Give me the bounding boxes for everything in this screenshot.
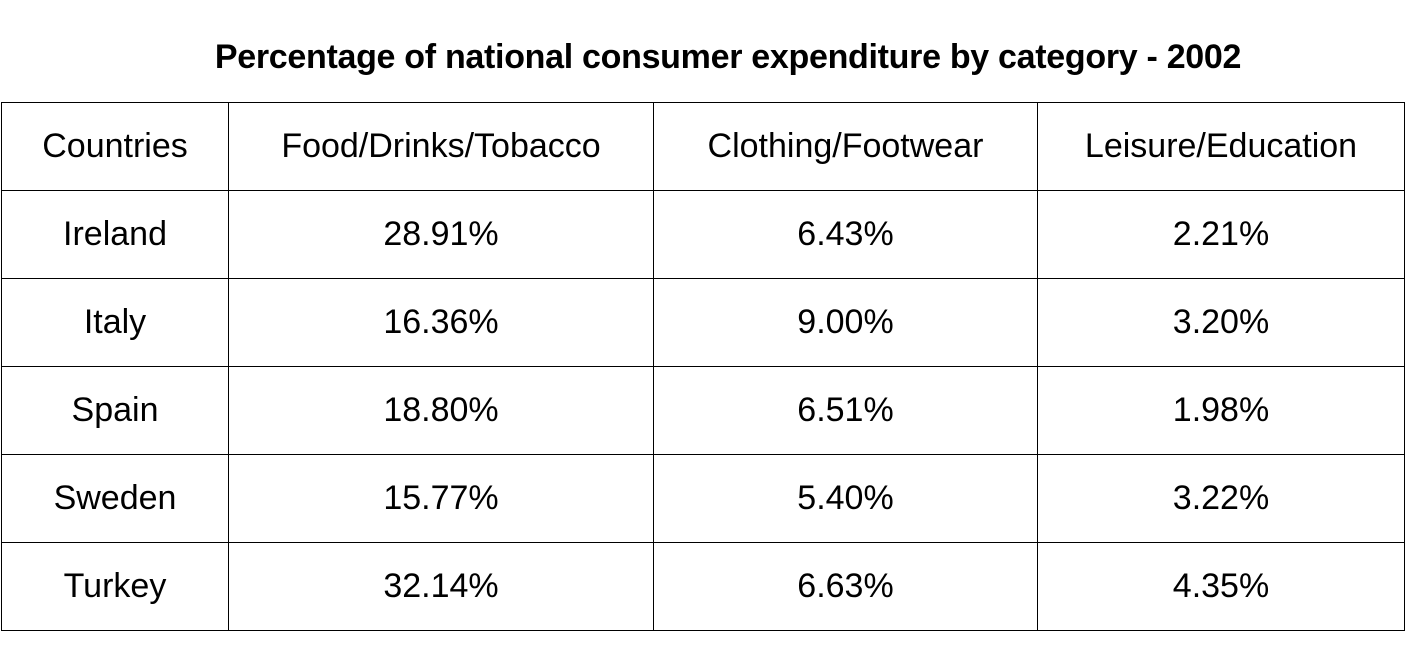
country-cell: Italy	[1, 278, 229, 367]
expenditure-table: Countries Food/Drinks/Tobacco Clothing/F…	[1, 102, 1405, 631]
table-row: Spain 18.80% 6.51% 1.98%	[1, 366, 1405, 455]
country-cell: Ireland	[1, 190, 229, 279]
leisure-value-cell: 2.21%	[1037, 190, 1405, 279]
leisure-value-cell: 1.98%	[1037, 366, 1405, 455]
header-clothing-footwear: Clothing/Footwear	[653, 102, 1038, 191]
clothing-value-cell: 9.00%	[653, 278, 1038, 367]
leisure-value-cell: 3.20%	[1037, 278, 1405, 367]
table-row: Turkey 32.14% 6.63% 4.35%	[1, 542, 1405, 631]
leisure-value-cell: 4.35%	[1037, 542, 1405, 631]
table-row: Sweden 15.77% 5.40% 3.22%	[1, 454, 1405, 543]
food-value-cell: 28.91%	[228, 190, 654, 279]
country-cell: Turkey	[1, 542, 229, 631]
clothing-value-cell: 5.40%	[653, 454, 1038, 543]
food-value-cell: 32.14%	[228, 542, 654, 631]
food-value-cell: 16.36%	[228, 278, 654, 367]
clothing-value-cell: 6.51%	[653, 366, 1038, 455]
country-cell: Spain	[1, 366, 229, 455]
table-row: Italy 16.36% 9.00% 3.20%	[1, 278, 1405, 367]
food-value-cell: 15.77%	[228, 454, 654, 543]
clothing-value-cell: 6.63%	[653, 542, 1038, 631]
country-cell: Sweden	[1, 454, 229, 543]
header-row: Countries Food/Drinks/Tobacco Clothing/F…	[1, 102, 1405, 191]
header-food-drinks-tobacco: Food/Drinks/Tobacco	[228, 102, 654, 191]
table-row: Ireland 28.91% 6.43% 2.21%	[1, 190, 1405, 279]
header-leisure-education: Leisure/Education	[1037, 102, 1405, 191]
header-countries: Countries	[1, 102, 229, 191]
clothing-value-cell: 6.43%	[653, 190, 1038, 279]
food-value-cell: 18.80%	[228, 366, 654, 455]
leisure-value-cell: 3.22%	[1037, 454, 1405, 543]
table-title: Percentage of national consumer expendit…	[214, 38, 1242, 76]
